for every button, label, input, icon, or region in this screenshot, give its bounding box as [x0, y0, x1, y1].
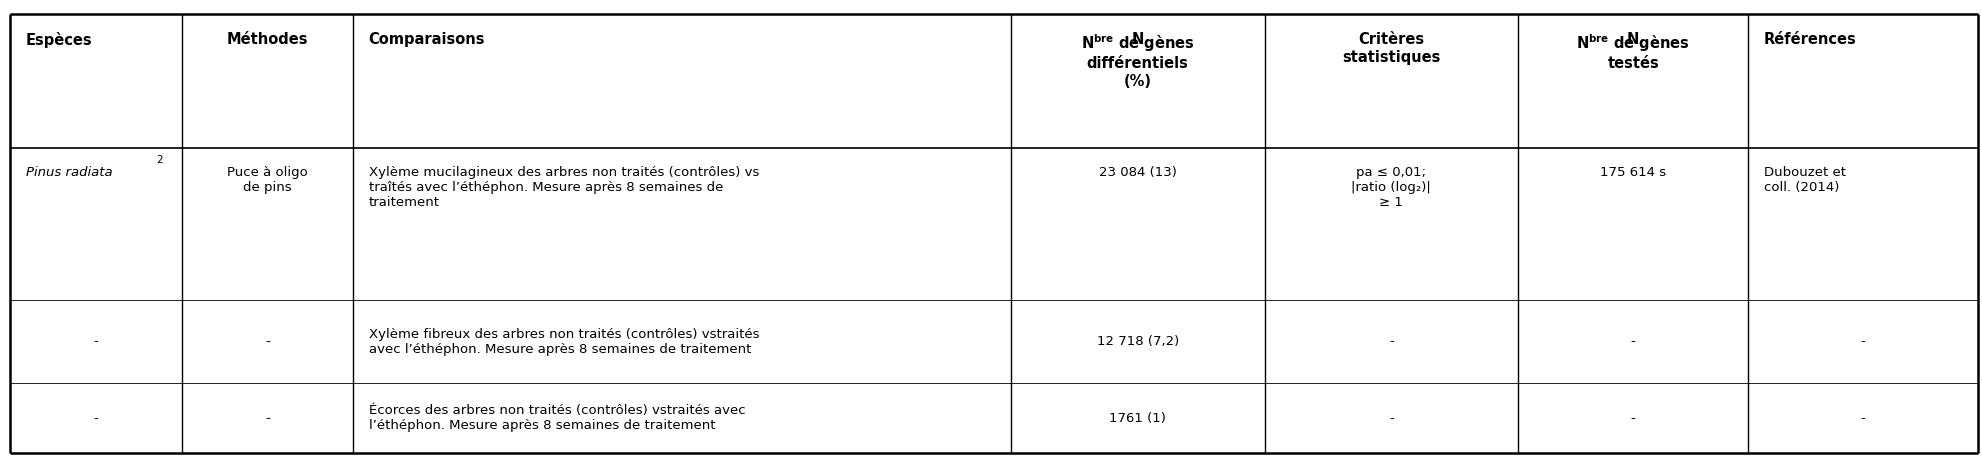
Text: Dubouzet et
coll. (2014): Dubouzet et coll. (2014): [1764, 166, 1845, 195]
Text: -: -: [93, 335, 99, 348]
Text: N: N: [1627, 32, 1639, 47]
Text: -: -: [1861, 412, 1865, 425]
Text: pa ≤ 0,01;
|ratio (log₂)|
≥ 1: pa ≤ 0,01; |ratio (log₂)| ≥ 1: [1352, 166, 1431, 209]
Text: 1761 (1): 1761 (1): [1110, 412, 1165, 425]
Text: Références: Références: [1764, 32, 1857, 47]
Text: -: -: [93, 412, 99, 425]
Text: -: -: [266, 412, 270, 425]
Text: 2: 2: [157, 155, 163, 165]
Text: -: -: [1861, 335, 1865, 348]
Text: Xylème mucilagineux des arbres non traités (contrôles) vs
traîtés avec l’éthépho: Xylème mucilagineux des arbres non trait…: [369, 166, 759, 209]
Text: -: -: [1389, 335, 1393, 348]
Text: 175 614 s: 175 614 s: [1599, 166, 1667, 179]
Text: 23 084 (13): 23 084 (13): [1098, 166, 1177, 179]
Text: Espèces: Espèces: [26, 32, 93, 49]
Text: Écorces des arbres non traités (contrôles) vstraités avec
l’éthéphon. Mesure apr: Écorces des arbres non traités (contrôle…: [369, 404, 745, 432]
Text: Comparaisons: Comparaisons: [369, 32, 486, 47]
Text: -: -: [1389, 412, 1393, 425]
Text: Méthodes: Méthodes: [226, 32, 309, 47]
Text: -: -: [1631, 335, 1635, 348]
Text: $\mathbf{N}^{\mathbf{bre}}$ de gènes
différentiels
(%): $\mathbf{N}^{\mathbf{bre}}$ de gènes dif…: [1080, 32, 1195, 89]
Text: -: -: [266, 335, 270, 348]
Text: N: N: [1132, 32, 1144, 47]
Text: $\mathbf{N}^{\mathbf{bre}}$ de gènes
testés: $\mathbf{N}^{\mathbf{bre}}$ de gènes tes…: [1576, 32, 1691, 72]
Text: Critères
statistiques: Critères statistiques: [1342, 32, 1441, 65]
Text: 12 718 (7,2): 12 718 (7,2): [1096, 335, 1179, 348]
Text: -: -: [1631, 412, 1635, 425]
Text: Pinus radiata: Pinus radiata: [26, 166, 113, 179]
Text: Xylème fibreux des arbres non traités (contrôles) vstraités
avec l’éthéphon. Mes: Xylème fibreux des arbres non traités (c…: [369, 328, 759, 356]
Text: Puce à oligo
de pins: Puce à oligo de pins: [228, 166, 307, 195]
